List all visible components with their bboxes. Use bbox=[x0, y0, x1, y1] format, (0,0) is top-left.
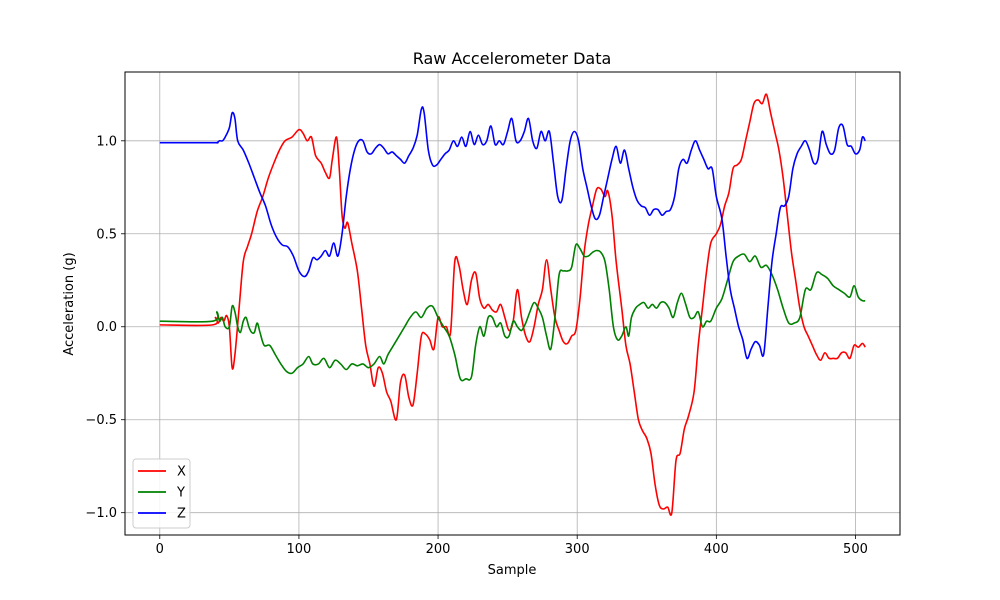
legend-label-x: X bbox=[177, 465, 186, 480]
legend: XYZ bbox=[132, 458, 191, 529]
x-tick-label: 100 bbox=[287, 542, 312, 557]
y-tick-label: −1.0 bbox=[85, 506, 117, 521]
x-tick-label: 300 bbox=[565, 542, 590, 557]
series-line-z bbox=[159, 106, 866, 360]
x-tick-label: 0 bbox=[156, 542, 164, 557]
x-tick-label: 500 bbox=[843, 542, 868, 557]
y-tick-label: 1.0 bbox=[96, 134, 117, 149]
y-axis-label: Acceleration (g) bbox=[62, 252, 77, 355]
series-line-y bbox=[159, 243, 866, 382]
axis-ticks: 0 100 200 300 400 500 −1.0 −0.5 0.0 0.5 1.0 bbox=[85, 134, 867, 557]
legend-label-z: Z bbox=[177, 507, 186, 522]
legend-box bbox=[132, 458, 191, 529]
legend-label-y: Y bbox=[176, 486, 185, 501]
chart-title: Raw Accelerometer Data bbox=[413, 49, 612, 68]
data-series bbox=[159, 93, 866, 516]
y-tick-label: −0.5 bbox=[85, 413, 117, 428]
grid-lines bbox=[125, 72, 900, 535]
x-axis-label: Sample bbox=[488, 563, 537, 578]
x-tick-label: 200 bbox=[426, 542, 451, 557]
series-line-x bbox=[159, 93, 866, 516]
y-tick-label: 0.0 bbox=[96, 320, 117, 335]
x-tick-label: 400 bbox=[704, 542, 729, 557]
y-tick-label: 0.5 bbox=[96, 227, 117, 242]
plot-area-frame bbox=[124, 71, 901, 536]
